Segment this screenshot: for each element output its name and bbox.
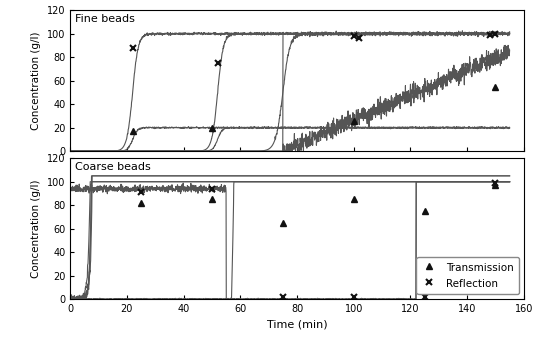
Text: Coarse beads: Coarse beads [75,163,151,172]
X-axis label: Time (min): Time (min) [267,320,327,329]
Y-axis label: Concentration (g/l): Concentration (g/l) [31,180,41,278]
Legend: Transmission, Reflection: Transmission, Reflection [416,257,518,294]
Text: Fine beads: Fine beads [75,14,134,24]
Y-axis label: Concentration (g/l): Concentration (g/l) [31,31,41,130]
